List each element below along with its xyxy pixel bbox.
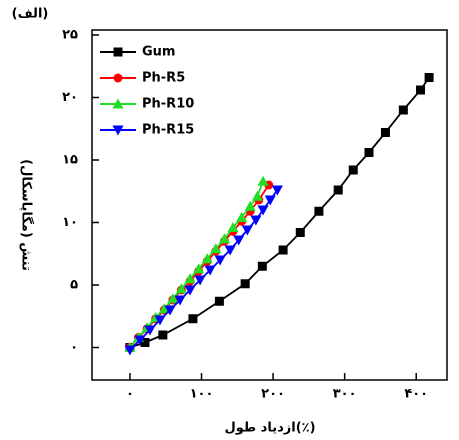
marker — [233, 235, 245, 246]
marker — [348, 165, 358, 175]
legend-marker — [113, 47, 123, 57]
legend-marker — [112, 98, 124, 109]
marker — [214, 255, 226, 266]
y-axis-label: تنش (مگاپاسکال) — [19, 159, 35, 271]
x-axis-label: ازدیاد طول(٪) — [224, 421, 315, 436]
legend-label: Gum — [142, 45, 175, 60]
legend-marker — [112, 125, 124, 136]
y-tick-label: ۵ — [70, 278, 78, 293]
legend-label: Ph-R15 — [142, 123, 194, 138]
marker — [244, 200, 256, 211]
marker — [210, 243, 222, 254]
marker — [227, 222, 239, 232]
marker — [140, 338, 150, 347]
y-tick-label: ۲۰ — [62, 90, 78, 105]
marker — [175, 283, 187, 294]
x-tick-label: ۳۰۰ — [333, 387, 357, 402]
marker — [257, 205, 269, 216]
x-tick-label: ۰ — [126, 387, 134, 402]
marker — [398, 105, 408, 115]
marker — [164, 305, 176, 316]
marker — [257, 261, 267, 271]
marker — [236, 212, 248, 222]
marker — [250, 215, 262, 226]
marker — [158, 303, 170, 314]
chart-title: (الف) — [12, 7, 49, 22]
marker — [167, 293, 179, 304]
marker — [240, 279, 250, 289]
marker — [241, 225, 253, 236]
marker — [416, 85, 426, 95]
legend-label: Ph-R10 — [142, 97, 194, 112]
marker — [184, 285, 196, 296]
x-tick-label: ۲۰۰ — [261, 387, 285, 402]
marker — [214, 296, 224, 306]
plot-frame — [91, 29, 448, 381]
marker — [380, 128, 390, 137]
marker — [364, 148, 374, 157]
marker — [201, 253, 213, 264]
marker — [158, 330, 168, 340]
marker — [204, 265, 216, 276]
marker — [124, 345, 136, 356]
marker — [271, 185, 283, 196]
y-tick-label: ۲۵ — [62, 28, 78, 43]
x-tick-label: ۴۰۰ — [404, 387, 428, 402]
marker — [333, 185, 343, 195]
marker — [134, 335, 146, 346]
series-line — [129, 76, 430, 349]
marker — [314, 206, 324, 216]
marker — [193, 263, 205, 274]
marker — [424, 73, 434, 82]
marker — [295, 228, 305, 237]
marker — [251, 190, 263, 201]
marker — [194, 275, 206, 286]
marker — [174, 295, 186, 306]
y-tick-label: ۱۰ — [62, 215, 78, 230]
legend-label: Ph-R5 — [142, 71, 185, 86]
y-tick-label: ۱۵ — [62, 153, 78, 168]
marker — [278, 245, 288, 255]
marker — [144, 325, 156, 336]
x-tick-label: ۱۰۰ — [190, 387, 214, 402]
marker — [218, 233, 230, 244]
marker — [188, 314, 198, 324]
marker — [264, 195, 276, 206]
marker — [224, 245, 236, 256]
marker — [257, 175, 269, 186]
legend-marker — [113, 73, 123, 83]
y-tick-label: ۰ — [70, 340, 78, 355]
marker — [184, 273, 196, 284]
marker — [154, 315, 166, 326]
